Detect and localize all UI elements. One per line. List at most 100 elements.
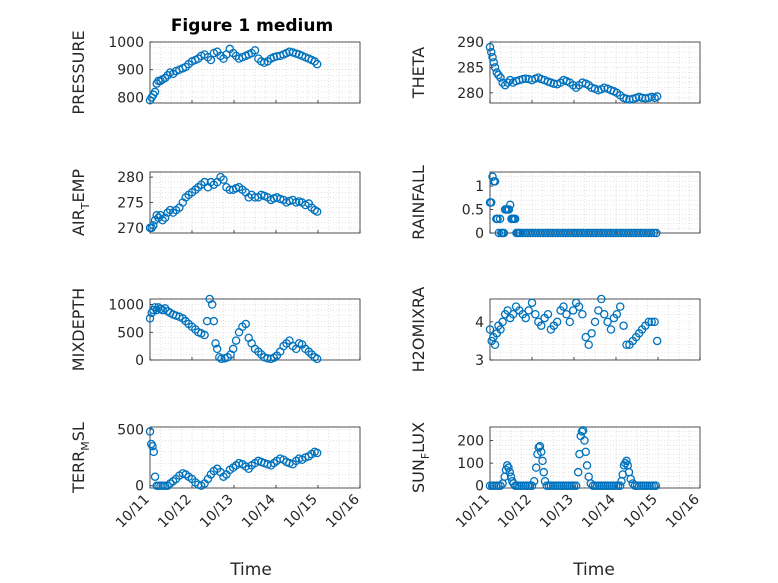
data-point [150, 472, 160, 481]
data-point [505, 467, 514, 477]
x-tick-label: 10/11 [113, 492, 153, 532]
data-point [615, 302, 625, 311]
data-point [490, 177, 500, 186]
data-point [599, 309, 609, 319]
data-point [212, 344, 222, 354]
figure-title: Figure 1 medium [171, 16, 333, 36]
data-point [149, 447, 159, 457]
data-point [209, 316, 219, 326]
data-point [228, 344, 238, 354]
data-point [543, 309, 553, 319]
x-tick-label: 10/15 [621, 492, 661, 532]
x-tick-label: 10/12 [495, 492, 535, 532]
x-tick-label: 10/11 [453, 492, 493, 532]
data-point [622, 340, 631, 349]
x-tick-label: 10/15 [281, 492, 321, 532]
data-point [163, 481, 172, 490]
data-point [500, 80, 510, 90]
data-point [485, 42, 495, 52]
y-tick-label: 1000 [108, 298, 144, 314]
data-point [496, 73, 505, 82]
data-point [531, 463, 541, 472]
data-point [149, 221, 158, 230]
y-tick-label: 4 [475, 315, 484, 331]
y-tick-label: 1000 [108, 35, 144, 51]
data-point [652, 336, 662, 346]
axes-box-theta [489, 41, 701, 104]
data-point [581, 447, 591, 457]
data-point [145, 427, 155, 436]
grid-sun-flux [489, 426, 701, 488]
y-axis-label-rainfall: RAINFALL [409, 165, 428, 240]
y-tick-label: 0 [475, 479, 484, 495]
y-tick-label: 0.5 [462, 203, 484, 219]
subplot-theta: 280 285 290 THETA [409, 35, 701, 104]
data-point [503, 78, 512, 87]
y-tick-label: 100 [457, 456, 484, 472]
data-point [536, 447, 546, 457]
data-point [504, 205, 514, 214]
data-point [494, 228, 504, 238]
data-point [163, 71, 172, 80]
data-point [582, 461, 592, 470]
data-point [508, 309, 518, 319]
y-tick-label: 500 [117, 325, 144, 341]
y-tick-label: 500 [117, 422, 144, 438]
y-tick-label: 0 [135, 479, 144, 495]
data-point [538, 456, 547, 466]
axes-box-sun-flux [489, 426, 701, 489]
y-tick-label: 275 [117, 196, 144, 212]
data-point [219, 175, 228, 184]
data-point [490, 340, 500, 349]
axes-box-mixdepth [149, 298, 361, 361]
y-axis-label-theta: THETA [409, 47, 428, 99]
data-point [312, 448, 322, 458]
data-point [211, 339, 220, 348]
data-point [619, 321, 628, 330]
data-point [490, 63, 500, 72]
data-point [145, 314, 155, 323]
data-point [498, 78, 507, 87]
data-point [584, 340, 593, 349]
y-tick-label: 290 [457, 35, 484, 51]
data-point [250, 46, 260, 55]
grid-air-temp [149, 171, 361, 234]
data-point [577, 427, 587, 436]
data-point [156, 210, 165, 220]
grid-mixdepth [149, 298, 361, 361]
data-point [590, 317, 600, 327]
data-point [580, 436, 589, 445]
data-point [552, 317, 562, 327]
data-point [505, 200, 515, 210]
axes-box-pressure [149, 41, 361, 104]
y-axis-label-terr-msl: TERRMSL [69, 422, 92, 494]
y-tick-label: 0 [135, 353, 144, 369]
markers-theta [485, 42, 662, 104]
subplot-h2omixra: 3 4 H2OMIXRA [409, 287, 701, 372]
data-point [562, 309, 571, 319]
markers-sun-flux [485, 426, 661, 490]
data-point [565, 317, 575, 327]
data-point [594, 306, 603, 315]
data-point [485, 325, 495, 334]
data-point [644, 317, 654, 327]
data-point [163, 208, 172, 217]
data-point [156, 76, 165, 86]
markers-rainfall [485, 172, 661, 238]
data-point [649, 228, 659, 238]
data-point [535, 441, 545, 451]
data-point [612, 309, 622, 319]
data-point [310, 57, 319, 66]
subplot-rainfall: 0 0.5 1 RAINFALL [409, 165, 701, 242]
data-point [496, 325, 505, 334]
data-point [312, 354, 322, 364]
data-point [495, 214, 505, 224]
data-point [263, 354, 272, 363]
subplot-sun-flux: 0 100 200 10/11 10/12 10/13 10/14 10/15 10/16 SUN… [409, 422, 703, 531]
data-point [527, 298, 537, 308]
data-point [504, 463, 513, 472]
data-point [521, 313, 530, 323]
data-point [578, 309, 587, 319]
data-point [487, 47, 496, 57]
